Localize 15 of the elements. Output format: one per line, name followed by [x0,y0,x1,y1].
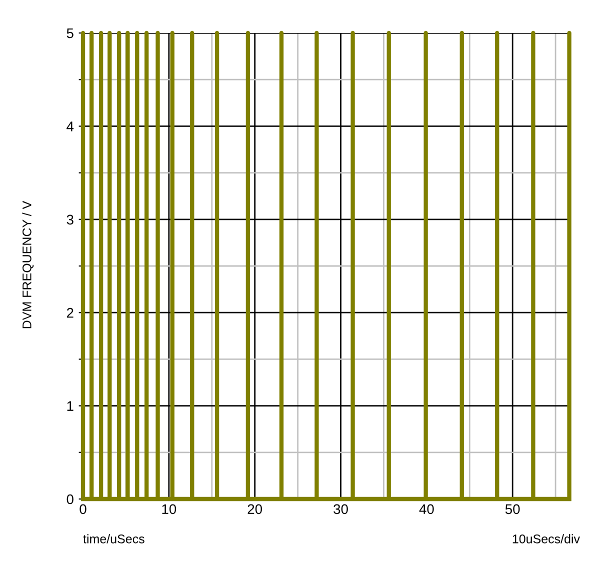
text: 10uSecs/div [512,534,580,544]
y-tick-label: 3 [66,214,74,225]
x-tick-label: 30 [334,504,348,514]
x-tick-label: 0 [80,504,86,514]
y-tick-label: 5 [66,28,74,38]
x-axis-title: time/uSecs [83,534,144,544]
x-tick-label: 20 [248,504,262,514]
y-tick-label: 1 [67,401,74,411]
x-tick-label: 40 [419,504,434,514]
y-tick-label: 2 [66,308,74,318]
x-tick-label: 50 [505,504,520,514]
y-tick-label: 0 [66,494,74,504]
y-axis-title: DVM FREQUENCY / V [22,200,34,328]
x-tick-label: 10 [162,504,176,514]
y-tick-label: 4 [66,122,74,132]
